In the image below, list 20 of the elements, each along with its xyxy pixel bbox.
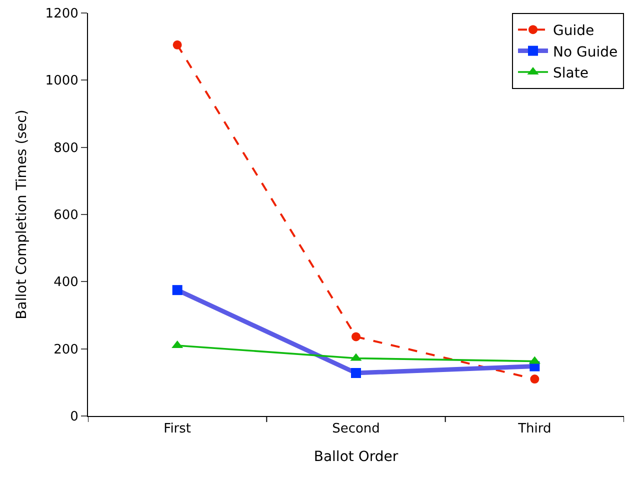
point — [172, 40, 182, 50]
point — [172, 285, 182, 296]
x-axis-title: Ballot Order — [314, 448, 398, 465]
y-axis-title: Ballot Completion Times (sec) — [14, 110, 30, 320]
y-tick-label: 600 — [54, 208, 78, 224]
y-tick-label: 800 — [54, 140, 78, 156]
point — [352, 332, 360, 342]
y-tick-label: 400 — [54, 275, 78, 290]
y-tick-label: 1200 — [45, 6, 78, 22]
legend-label: Guide — [553, 23, 594, 40]
y-tick-label: 1000 — [45, 74, 78, 89]
x-tick-label: Second — [332, 422, 380, 437]
x-tick-label: First — [164, 422, 192, 437]
point — [351, 368, 361, 378]
point — [530, 374, 540, 384]
x-tick-label: Third — [517, 422, 552, 437]
legend-label: Slate — [553, 65, 588, 82]
legend-label: No Guide — [553, 44, 618, 60]
y-tick-label: 0 — [70, 410, 78, 425]
y-tick-label: 200 — [54, 342, 78, 358]
